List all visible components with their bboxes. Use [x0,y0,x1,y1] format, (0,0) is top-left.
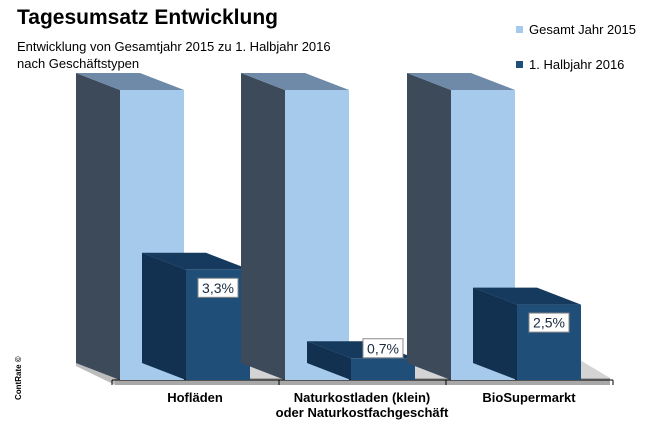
value-label-box-2 [528,312,570,333]
chart-subtitle: Entwicklung von Gesamtjahr 2015 zu 1. Ha… [17,38,331,72]
bar-top-0-0 [76,73,184,90]
bar-front-0-1 [285,90,349,380]
copyright-label: ContRate © [14,356,23,400]
category-label-0: Hofläden [167,390,223,405]
value-label-2: 2,5% [533,315,565,331]
legend-swatch-2016 [516,61,523,68]
subtitle-line-1: Entwicklung von Gesamtjahr 2015 zu 1. Ha… [17,39,331,54]
value-label-box-0 [197,277,239,298]
bar-top-0-1 [241,73,349,90]
bar-side-0-2 [407,73,451,380]
subtitle-line-2: nach Geschäftstypen [17,56,140,71]
bar-top-1-0 [142,252,250,270]
value-label-box-1 [362,338,404,359]
bar-side-1-0 [142,252,186,380]
bar-side-0-0 [76,73,120,380]
legend-label-2015: Gesamt Jahr 2015 [529,22,636,37]
value-label-1: 0,7% [367,340,399,356]
value-label-0: 3,3% [202,280,234,296]
bar-side-1-1 [307,341,351,380]
legend-item-2015: Gesamt Jahr 2015 [516,22,636,37]
category-label-1: Naturkostladen (klein) [294,390,431,405]
chart-title: Tagesumsatz Entwicklung [17,6,278,29]
bar-top-1-2 [473,287,581,305]
legend-item-2016: 1. Halbjahr 2016 [516,57,624,72]
bar-front-1-1 [351,358,415,380]
legend-swatch-2015 [516,26,523,33]
category-label-2: BioSupermarkt [482,390,576,405]
bar-side-1-2 [473,287,517,380]
bar-side-0-1 [241,73,285,380]
legend-label-2016: 1. Halbjahr 2016 [529,57,625,72]
category-label-1-line2: oder Naturkostfachgeschäft [276,405,449,420]
bar-top-0-2 [407,73,515,90]
